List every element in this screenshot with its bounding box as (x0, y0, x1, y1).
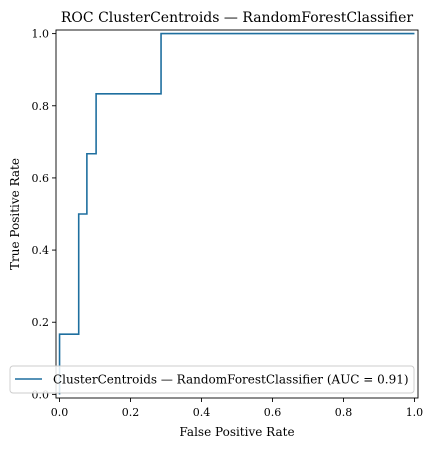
legend-label: ClusterCentroids — RandomForestClassifie… (53, 373, 409, 387)
roc-curve-line-0 (58, 32, 415, 395)
y-tick-label: 0.2 (32, 316, 50, 329)
x-tick-label: 0.0 (51, 406, 69, 419)
x-tick-label: 0.4 (193, 406, 211, 419)
x-tick-label: 0.2 (122, 406, 140, 419)
y-tick-label: 1.0 (32, 28, 50, 41)
y-axis-label: True Positive Rate (8, 158, 22, 270)
y-tick-label: 0.8 (32, 100, 50, 113)
x-tick-label: 1.0 (406, 406, 424, 419)
y-axis: 0.00.20.40.60.81.0 (32, 28, 56, 401)
x-axis-label: False Positive Rate (179, 425, 294, 439)
legend-box (9, 365, 415, 394)
series-layer (58, 32, 415, 395)
x-tick-label: 0.8 (335, 406, 353, 419)
plot-frame (55, 29, 419, 399)
x-axis: 0.0 0.2 0.4 0.6 0.8 1.0 (51, 398, 423, 419)
x-tick-label: 0.6 (264, 406, 282, 419)
y-tick-label: 0.6 (32, 172, 50, 185)
y-tick-label: 0.4 (32, 244, 50, 257)
chart-title: ROC ClusterCentroids — RandomForestClass… (61, 10, 414, 26)
legend: ClusterCentroids — RandomForestClassifie… (9, 365, 415, 394)
